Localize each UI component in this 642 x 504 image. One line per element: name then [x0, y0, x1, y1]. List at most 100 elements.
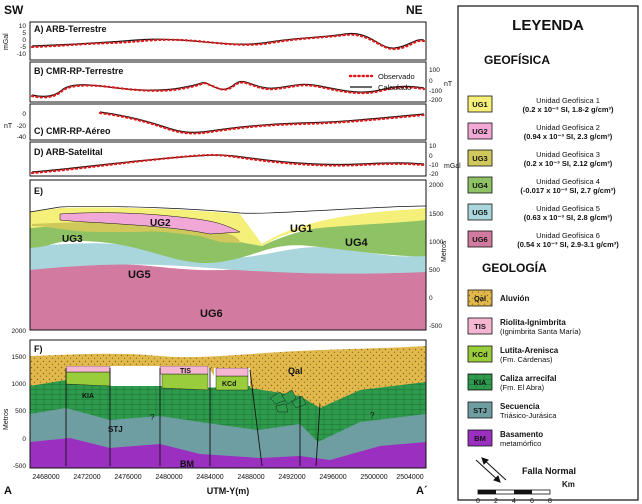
panel-d-title: D) ARB-Satelital: [34, 147, 103, 157]
tis-formation: (Ignimbrita Santa María): [500, 327, 581, 336]
stj-label: STJ: [108, 425, 123, 434]
section-start-label: A: [4, 485, 12, 497]
ug1-swatch: [467, 95, 493, 113]
panel-d-frame: [29, 141, 427, 177]
panel-b-frame: [29, 61, 427, 103]
ug6-code: UG6: [472, 235, 487, 244]
x-tick: 2500000: [360, 474, 387, 481]
panel-f-tick: 500: [15, 408, 26, 415]
panel-d-tick: -20: [429, 171, 439, 178]
x-tick: 2504000: [396, 474, 423, 481]
panel-d-unit: mGal: [444, 163, 461, 170]
panel-d-tick: 0: [429, 153, 433, 160]
panel-e-unit: Metros: [441, 240, 448, 262]
kcd-label: KCd: [222, 381, 236, 388]
panel-f-tick: -500: [13, 463, 26, 470]
ug3-label: UG3: [62, 234, 83, 245]
ug4-name: Unidad Geofísica 4: [536, 177, 600, 186]
stj-name: Secuencia: [500, 402, 540, 411]
ug4-label: UG4: [345, 237, 369, 249]
ug5-properties: (0.63 x 10⁻³ SI, 2.8 g/cm³): [524, 213, 613, 222]
stj-formation: Triásico-Jurásica: [500, 411, 557, 420]
x-tick: 2476000: [114, 474, 141, 481]
panel-d-tick: -10: [429, 162, 439, 169]
panel-b-calculated-curve: [31, 80, 425, 97]
tis-code: TIS: [474, 322, 486, 331]
geology-legend: Qal Aluvión TIS Riolita-Ignimbrita(Ignimbri…: [467, 289, 581, 448]
panel-a-tick: -5: [20, 44, 26, 51]
kcd-name: Lutita-Arenisca: [500, 346, 559, 355]
kcd-formation: (Fm. Cárdenas): [500, 355, 553, 364]
qal-label: Qal: [288, 366, 303, 376]
section-end-label: A´: [416, 485, 428, 497]
x-tick: 2488000: [237, 474, 264, 481]
legend-title: LEYENDA: [512, 17, 584, 34]
panel-a-frame: [29, 21, 427, 61]
panel-e-tick: 500: [429, 267, 440, 274]
kia-swatch: [467, 373, 493, 391]
ug6-name: Unidad Geofísica 6: [536, 231, 600, 240]
ug4-properties: (-0.017 x 10⁻³ SI, 2.7 g/cm³): [520, 186, 616, 195]
curve-legend: Observado Calculado: [348, 72, 415, 92]
panel-c-unit: nT: [4, 123, 13, 130]
legend-frame: [457, 5, 639, 501]
panel-b-title: B) CMR-RP-Terrestre: [34, 66, 123, 76]
scale-tick: 2: [494, 498, 498, 504]
ug4-code: UG4: [472, 181, 488, 190]
geophysical-units-legend: UG1 Unidad Geofísica 1(0.2 x 10⁻³ SI, 1.8…: [467, 95, 619, 249]
calculated-label: Calculado: [378, 83, 411, 92]
panel-a-tick: 5: [22, 30, 26, 37]
stj-swatch: [467, 401, 493, 419]
ug3-name: Unidad Geofísica 3: [536, 150, 600, 159]
ug2-layer: [59, 212, 241, 235]
panel-c-tick: -40: [17, 134, 27, 141]
ug6-properties: (0.54 x 10⁻³ SI, 2.9-3.1 g/cm³): [517, 240, 619, 249]
panel-e-frame: [29, 179, 427, 331]
panel-e-title: E): [34, 186, 43, 196]
panel-c-tick: -20: [17, 123, 27, 130]
ug3-layer: [32, 222, 240, 243]
tis-swatch: [467, 317, 493, 335]
scale-tick: 8: [548, 498, 552, 504]
scale-tick: 6: [530, 498, 534, 504]
panel-b: B) CMR-RP-Terrestre 100 0 -100 -200 nT: [29, 61, 453, 104]
x-tick: 2492000: [278, 474, 305, 481]
x-tick: 2484000: [196, 474, 223, 481]
ne-label: NE: [406, 3, 423, 17]
ug1-name: Unidad Geofísica 1: [536, 96, 600, 105]
ug5-code: UG5: [472, 208, 487, 217]
panel-e: E) UG1 UG2 UG3 UG4 UG5 UG6 2000 2000 150…: [12, 179, 448, 335]
panel-e-tick-left: 2000: [12, 328, 27, 335]
panel-d: D) ARB-Satelital 10 0 -10 -20 mGal: [29, 141, 461, 178]
kcd-code: KCd: [472, 350, 488, 359]
geologia-heading: GEOLOGÍA: [482, 260, 547, 275]
stj-code: STJ: [473, 406, 487, 415]
geofisica-heading: GEOFÍSICA: [484, 52, 550, 67]
panel-a-title: A) ARB-Terrestre: [34, 24, 107, 34]
qal-code: Qal: [474, 294, 486, 303]
panel-e-tick: 1000: [429, 239, 444, 246]
observed-label: Observado: [378, 72, 415, 81]
panel-a: A) ARB-Terrestre 10 5 0 -5 -10 mGal: [3, 21, 427, 61]
bm-label: BM: [180, 459, 194, 469]
panel-a-calculated-curve: [31, 32, 425, 49]
panel-d-calculated-curve: [31, 154, 425, 173]
ug3-swatch: [467, 149, 493, 167]
panel-b-tick: 100: [429, 67, 440, 74]
panel-b-tick: -200: [429, 97, 442, 104]
panel-f-tick: 1000: [12, 381, 27, 388]
panel-c-observed-points: [98, 111, 426, 135]
reef-blocks: [269, 389, 307, 413]
bm-swatch: [467, 429, 493, 447]
panel-b-tick: 0: [429, 78, 433, 85]
kia-name: Caliza arrecifal: [500, 374, 556, 383]
panel-d-tick: 10: [429, 143, 437, 150]
ug5-name: Unidad Geofísica 5: [536, 204, 600, 213]
ug2-label: UG2: [150, 218, 171, 229]
kia-label: KIA: [82, 393, 94, 400]
kia-formation: (Fm. El Abra): [500, 383, 545, 392]
x-axis: 2468000 2472000 2476000 2480000 2484000 …: [4, 474, 428, 497]
panel-e-tick: -500: [429, 323, 442, 330]
kia-code: KIA: [474, 378, 488, 387]
